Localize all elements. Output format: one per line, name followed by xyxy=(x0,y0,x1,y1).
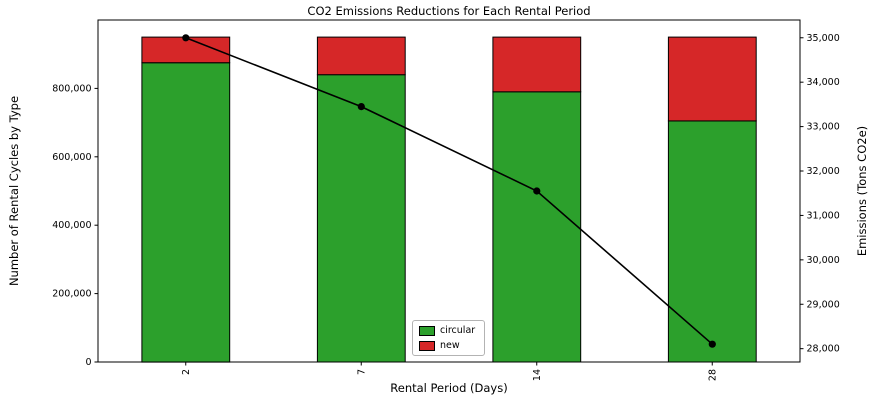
bar-circular-day28 xyxy=(667,120,757,363)
chart-title: CO2 Emissions Reductions for Each Rental… xyxy=(307,4,591,18)
legend-swatch-circular xyxy=(419,325,435,336)
y-tick-label-right: 35,000 xyxy=(807,33,840,44)
marker-emissions-day28 xyxy=(708,340,716,348)
bar-circular-day7 xyxy=(316,74,406,363)
x-tick-label-28: 28 xyxy=(707,369,718,381)
y-tick-label-right: 29,000 xyxy=(807,299,840,310)
legend: circular new xyxy=(412,320,486,356)
marker-emissions-day14 xyxy=(533,187,541,195)
y-tick-label-left: 200,000 xyxy=(52,289,91,300)
y-tick-label-right: 30,000 xyxy=(807,255,840,266)
x-tick-label-2: 2 xyxy=(181,369,192,375)
x-axis-label: Rental Period (Days) xyxy=(390,381,508,395)
bar-circular-day2 xyxy=(141,62,231,363)
y-tick-label-left: 600,000 xyxy=(52,152,91,163)
legend-item-circular: circular xyxy=(419,325,475,336)
legend-label-new: new xyxy=(440,340,460,351)
y-tick-label-right: 32,000 xyxy=(807,166,840,177)
line-emissions xyxy=(185,37,713,345)
bar-new-day28 xyxy=(667,36,757,122)
y-tick-label-right: 34,000 xyxy=(807,77,840,88)
bar-circular-day14 xyxy=(492,91,582,363)
y-axis-label-right: Emissions (Tons CO2e) xyxy=(855,125,869,257)
legend-swatch-new xyxy=(419,340,435,351)
bar-new-day14 xyxy=(492,36,582,93)
y-tick-label-left: 800,000 xyxy=(52,83,91,94)
y-tick-label-right: 31,000 xyxy=(807,210,840,221)
y-tick-label-right: 28,000 xyxy=(807,344,840,355)
legend-label-circular: circular xyxy=(440,325,476,336)
marker-emissions-day2 xyxy=(182,34,190,42)
y-axis-label-left: Number of Rental Cycles by Type xyxy=(7,95,21,287)
axes-frame xyxy=(97,19,801,363)
y-tick-label-left: 400,000 xyxy=(52,220,91,231)
y-tick-label-right: 33,000 xyxy=(807,122,840,133)
x-tick-label-7: 7 xyxy=(356,369,367,375)
marker-emissions-day7 xyxy=(357,103,365,111)
x-tick-label-14: 14 xyxy=(532,369,543,381)
y-tick-label-left: 0 xyxy=(85,357,91,368)
legend-item-new: new xyxy=(419,340,475,351)
bar-new-day7 xyxy=(316,36,406,76)
